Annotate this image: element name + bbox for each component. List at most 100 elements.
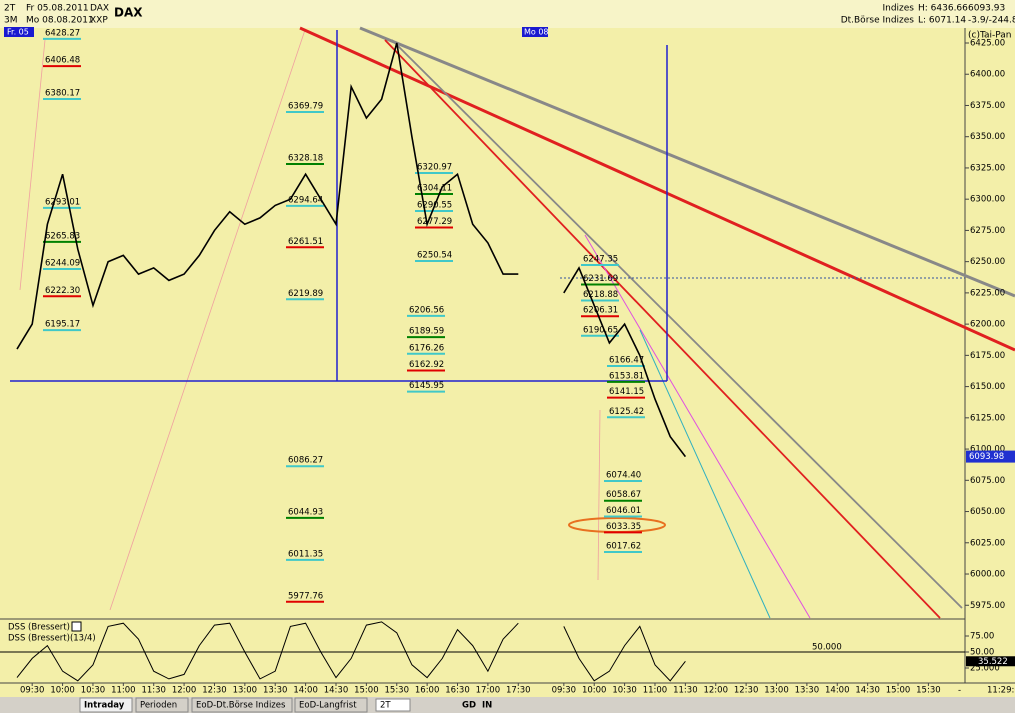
- level-label: 6222.30: [45, 286, 80, 296]
- x-tick-label: 13:00: [233, 686, 258, 696]
- fan-line: [109, 29, 306, 611]
- marks: 5975.00 6000.00 6025.00 6050.00 6075.00 6100.…: [0, 28, 1015, 696]
- trend-line: [359, 26, 1015, 298]
- x-tick-label: 13:30: [795, 686, 820, 696]
- x-tick-label: 13:00: [764, 686, 789, 696]
- y-tick-label: 6300.00: [970, 195, 1005, 205]
- chart-background: [0, 0, 1015, 697]
- day-marker: Mo 08: [524, 28, 549, 37]
- last-price-label: 6093.98: [969, 452, 1004, 462]
- level-label: 6320.97: [417, 162, 452, 172]
- tab[interactable]: [135, 697, 189, 713]
- tab-label[interactable]: Intraday: [84, 701, 125, 711]
- level-label: 6125.42: [609, 407, 644, 417]
- tab[interactable]: [191, 697, 293, 713]
- period-label[interactable]: 2T: [380, 701, 391, 711]
- x-tick-label: 17:00: [476, 686, 501, 696]
- x-tick-label: 11:30: [673, 686, 698, 696]
- x-tick-label: 16:00: [415, 686, 440, 696]
- x-tick-label: 15:00: [886, 686, 911, 696]
- price-line: [16, 42, 687, 458]
- high: H: 6436.66: [918, 4, 968, 14]
- day-marker-box: [4, 27, 34, 37]
- level-label: 6231.69: [583, 274, 618, 284]
- level-label: 6189.59: [409, 327, 444, 337]
- level-label: 6162.92: [409, 360, 444, 370]
- level-label: 6011.35: [288, 549, 323, 559]
- code: XXP: [90, 16, 108, 26]
- group: Indizes: [882, 4, 914, 14]
- x-tick-label: 12:00: [703, 686, 728, 696]
- x-tick-label: 14:30: [324, 686, 349, 696]
- level-label: 50.000: [812, 643, 842, 653]
- level-label: 6380.17: [45, 89, 80, 99]
- x-tick-label: 12:00: [172, 686, 197, 696]
- fan-line: [19, 39, 46, 291]
- level-label: 6046.01: [606, 506, 641, 516]
- tab[interactable]: [294, 697, 368, 713]
- y-tick-label: 6025.00: [970, 538, 1005, 548]
- y-tick-label: 6150.00: [970, 382, 1005, 392]
- level-label: 6261.51: [288, 237, 323, 247]
- y-tick-label: 6325.00: [970, 163, 1005, 173]
- y-tick-label: 6175.00: [970, 351, 1005, 361]
- level-label: 6219.89: [288, 289, 323, 299]
- level-label: 6033.35: [606, 522, 641, 532]
- level-label: 6074.40: [606, 471, 641, 481]
- x-tick-label: 10:30: [81, 686, 106, 696]
- y-tick-label: 6075.00: [970, 476, 1005, 486]
- level-label: 6428.27: [45, 28, 80, 38]
- x-tick-label: 12:30: [202, 686, 227, 696]
- tab-label[interactable]: EoD-Langfrist: [299, 701, 357, 711]
- day-marker-box: [522, 27, 548, 37]
- last-value-label: 35.522: [978, 657, 1008, 667]
- level-label: 6247.35: [583, 254, 618, 264]
- drawings: [10, 26, 1015, 619]
- x-tick-label: 10:30: [612, 686, 637, 696]
- level-label: 6044.93: [288, 507, 323, 517]
- level-label: 6176.26: [409, 343, 444, 353]
- level-label: 6141.15: [609, 387, 644, 397]
- x-tick-label: 14:00: [825, 686, 850, 696]
- y-tick-label: 6200.00: [970, 320, 1005, 330]
- y-tick-label: 6275.00: [970, 226, 1005, 236]
- date: Fr 05.08.2011: [26, 4, 89, 14]
- x-tick-label: 14:00: [293, 686, 318, 696]
- y-tick-label: 6250.00: [970, 257, 1005, 267]
- copyright: (c)Tai-Pan: [968, 31, 1011, 41]
- tool-button[interactable]: IN: [482, 701, 492, 711]
- trend-line: [391, 39, 963, 609]
- level-label: 6058.67: [606, 490, 641, 500]
- level-label: 6244.09: [45, 259, 80, 269]
- level-label: 5977.76: [288, 591, 323, 601]
- low: L: 6071.14: [918, 16, 966, 26]
- tab[interactable]: [79, 697, 133, 713]
- code: DAX: [90, 4, 109, 14]
- level-label: 6328.18: [288, 153, 323, 163]
- y-tick-label: 6350.00: [970, 132, 1005, 142]
- date: Mo 08.08.2011: [26, 16, 94, 26]
- level-label: 6406.48: [45, 56, 80, 66]
- period-select[interactable]: [375, 698, 411, 712]
- x-tick-label: 09:30: [552, 686, 577, 696]
- level-label: 6153.81: [609, 371, 644, 381]
- clock: -: [958, 686, 961, 696]
- level-label: 6304.11: [417, 184, 452, 194]
- tool-button[interactable]: GD: [462, 701, 476, 711]
- x-tick-label: 15:00: [354, 686, 379, 696]
- x-tick-label: 10:00: [582, 686, 607, 696]
- last: 6093.93: [968, 4, 1005, 14]
- level-label: 6250.54: [417, 250, 452, 260]
- trend-line: [584, 234, 811, 619]
- level-label: 6218.88: [583, 290, 618, 300]
- x-tick-label: 11:30: [141, 686, 166, 696]
- x-tick-label: 13:30: [263, 686, 288, 696]
- trend-line: [639, 329, 771, 619]
- level-label: 6190.65: [583, 325, 618, 335]
- y-tick-label: 6050.00: [970, 507, 1005, 517]
- tab-label[interactable]: EoD-Dt.Börse Indizes: [196, 701, 286, 711]
- level-label: 6145.95: [409, 381, 444, 391]
- tab-label[interactable]: Perioden: [140, 701, 177, 711]
- level-label: 6293.01: [45, 197, 80, 207]
